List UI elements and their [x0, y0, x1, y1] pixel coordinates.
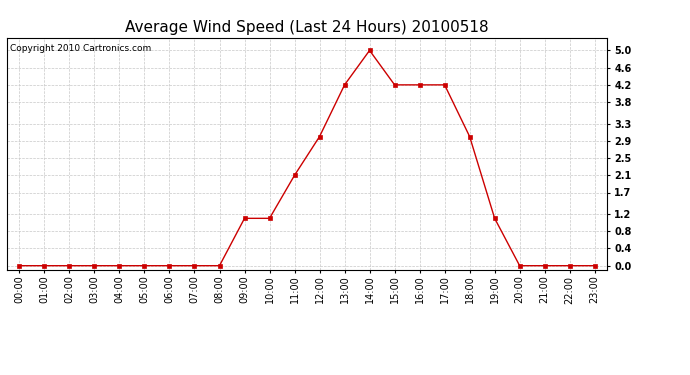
Title: Average Wind Speed (Last 24 Hours) 20100518: Average Wind Speed (Last 24 Hours) 20100… — [126, 20, 489, 35]
Text: Copyright 2010 Cartronics.com: Copyright 2010 Cartronics.com — [10, 45, 151, 54]
